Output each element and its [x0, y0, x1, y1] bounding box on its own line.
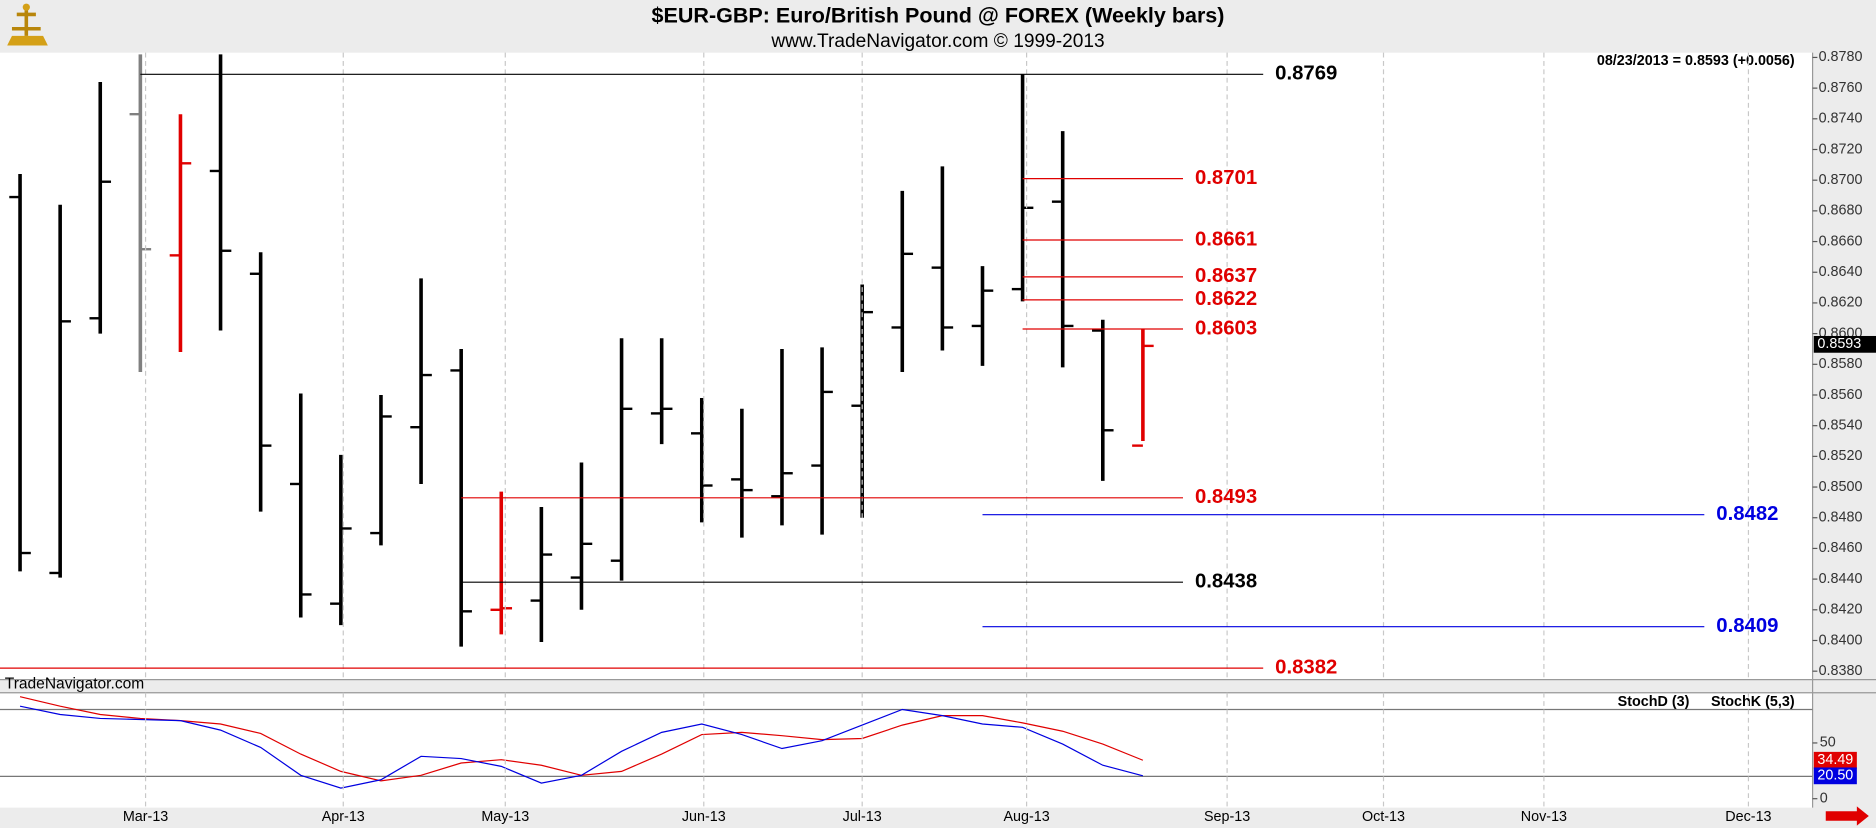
watermark: TradeNavigator.com [5, 676, 144, 693]
y-tick-label: 0.8520 [1819, 448, 1863, 464]
y-tick-label: 0.8440 [1819, 571, 1863, 587]
y-tick-label: 0.8720 [1819, 141, 1863, 157]
y-tick-label: 0.8620 [1819, 295, 1863, 311]
value-label: 20.50 [1817, 768, 1853, 784]
y-tick-label: 0 [1820, 791, 1828, 807]
header-note: 08/23/2013 = 0.8593 (+0.0056) [1597, 53, 1795, 69]
y-tick-label: 0.8380 [1819, 663, 1863, 679]
x-tick-label: May-13 [481, 809, 529, 825]
level-label: 0.8769 [1275, 63, 1337, 85]
x-tick-label: Apr-13 [322, 809, 365, 825]
x-tick-label: Nov-13 [1521, 809, 1567, 825]
y-tick-label: 0.8460 [1819, 540, 1863, 556]
y-tick-label: 0.8700 [1819, 172, 1863, 188]
y-tick-label: 0.8560 [1819, 387, 1863, 403]
x-tick-label: Jul-13 [843, 809, 882, 825]
y-tick-label: 0.8400 [1819, 632, 1863, 648]
stoch-line [19, 705, 1144, 789]
legend-entry: StochD (3) [1618, 694, 1690, 710]
x-tick-label: Aug-13 [1003, 809, 1049, 825]
last-price-label: 0.8593 [1817, 336, 1861, 352]
x-tick-label: Dec-13 [1725, 809, 1771, 825]
y-tick-label: 0.8580 [1819, 356, 1863, 372]
legend-entry: StochK (5,3) [1711, 694, 1795, 710]
scroll-arrow[interactable] [1825, 806, 1869, 826]
chart-title: $EUR-GBP: Euro/British Pound @ FOREX (We… [652, 3, 1225, 27]
level-label: 0.8382 [1275, 656, 1337, 678]
y-tick-label: 0.8760 [1819, 80, 1863, 96]
value-label-box [1813, 767, 1857, 785]
y-tick-label: 0.8640 [1819, 264, 1863, 280]
level-label: 0.8661 [1195, 228, 1257, 250]
x-tick-label: Mar-13 [123, 809, 168, 825]
stoch-panel [0, 692, 1813, 808]
value-label-box [1813, 751, 1857, 769]
level-label: 0.8637 [1195, 265, 1257, 287]
price-panel [0, 52, 1813, 680]
y-tick-label: 0.8420 [1819, 602, 1863, 618]
x-tick-label: Sep-13 [1204, 809, 1250, 825]
value-label: 34.49 [1817, 752, 1853, 768]
level-label: 0.8482 [1716, 503, 1778, 525]
stoch-plot [0, 696, 1813, 789]
chart-subtitle: www.TradeNavigator.com © 1999-2013 [770, 31, 1104, 52]
y-tick-label: 50 [1820, 735, 1836, 751]
last-price-box [1813, 335, 1876, 353]
level-label: 0.8409 [1716, 615, 1778, 637]
level-label: 0.8622 [1195, 288, 1257, 310]
y-tick-label: 0.8660 [1819, 233, 1863, 249]
y-tick-label: 0.8500 [1819, 479, 1863, 495]
x-tick-label: Oct-13 [1362, 809, 1405, 825]
level-label: 0.8438 [1195, 571, 1257, 593]
level-label: 0.8493 [1195, 486, 1257, 508]
y-tick-label: 0.8680 [1819, 203, 1863, 219]
y-tick-label: 0.8740 [1819, 111, 1863, 127]
x-tick-label: Jun-13 [682, 809, 726, 825]
level-label: 0.8603 [1195, 317, 1257, 339]
level-label: 0.8701 [1195, 167, 1257, 189]
logo [7, 3, 48, 46]
y-tick-label: 0.8780 [1819, 49, 1863, 65]
y-tick-label: 0.8480 [1819, 510, 1863, 526]
y-tick-label: 0.8540 [1819, 417, 1863, 433]
